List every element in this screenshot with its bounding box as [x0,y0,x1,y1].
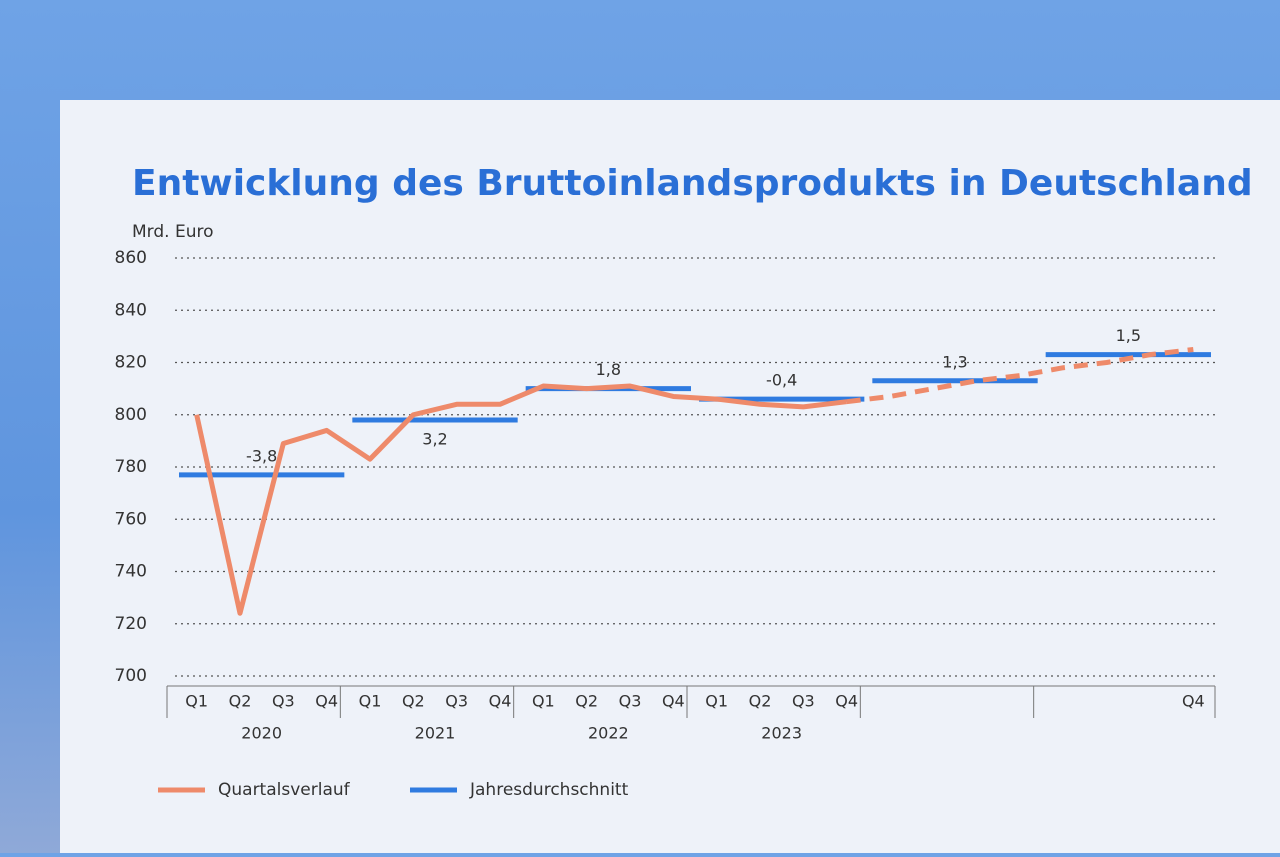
x-tick-label: Q3 [792,692,815,711]
y-tick-label: 820 [115,353,147,373]
y-tick-label: 780 [115,457,147,477]
growth-label: 3,2 [422,429,447,448]
series-line [194,383,847,616]
x-tick-label: Q3 [445,692,468,711]
x-tick-label: Q2 [402,692,425,711]
x-tick-label: Q1 [359,692,382,711]
x-tick-label: Q4 [489,692,512,711]
x-tick-label: Q4 [1182,692,1205,711]
chart-title: Entwicklung des Bruttoinlandsprodukts in… [132,163,1253,204]
y-axis-label: Mrd. Euro [132,222,214,242]
year-label: 2022 [588,724,629,743]
y-tick-label: 760 [115,509,147,529]
year-label: 2023 [761,724,802,743]
growth-label: 1,8 [596,360,621,379]
x-tick-label: Q2 [749,692,772,711]
x-tick-label: Q4 [662,692,685,711]
legend-label: Quartalsverlauf [218,780,351,800]
x-tick-label: Q3 [619,692,642,711]
y-tick-label: 800 [115,405,147,425]
x-tick-label: Q2 [229,692,252,711]
growth-label: 1,5 [1116,326,1141,345]
forecast-line [846,346,1194,405]
x-tick-label: Q1 [532,692,555,711]
growth-label: -3,8 [246,446,277,465]
x-tick-label: Q1 [705,692,728,711]
y-tick-label: 740 [115,562,147,582]
y-tick-label: 720 [115,614,147,634]
y-tick-label: 860 [115,248,147,268]
year-label: 2021 [415,724,456,743]
growth-label: -0,4 [766,371,797,390]
x-tick-label: Q2 [575,692,598,711]
x-tick-label: Q3 [272,692,295,711]
growth-label: 1,3 [942,352,967,371]
x-tick-label: Q1 [185,692,208,711]
x-tick-label: Q4 [315,692,338,711]
legend-label: Jahresdurchschnitt [469,780,629,800]
y-tick-label: 700 [115,666,147,686]
year-label: 2020 [241,724,282,743]
x-tick-label: Q4 [835,692,858,711]
y-tick-label: 840 [115,300,147,320]
